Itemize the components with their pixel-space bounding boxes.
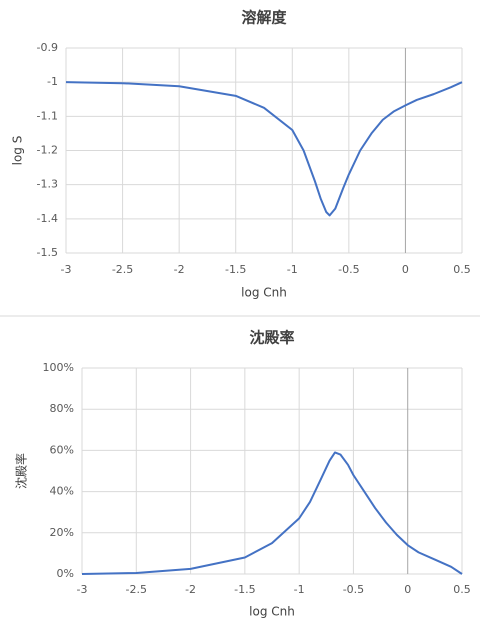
y-tick-label: -1.5 — [37, 246, 58, 259]
line-series — [65, 81, 463, 217]
chart-title: 沈殿率 — [249, 329, 294, 347]
chart-title: 溶解度 — [241, 9, 287, 27]
y-tick-label: 100% — [43, 361, 74, 374]
x-tick-label: -1.5 — [225, 263, 246, 276]
x-tick-label: -3 — [61, 263, 72, 276]
y-tick-label: -1.4 — [37, 212, 58, 225]
x-tick-label: 0 — [404, 583, 411, 596]
x-tick-label: -0.5 — [343, 583, 364, 596]
y-tick-label: -1 — [47, 75, 58, 88]
y-tick-label: 80% — [50, 402, 74, 415]
y-tick-label: -1.3 — [37, 178, 58, 191]
x-tick-label: -1 — [287, 263, 298, 276]
y-tick-label: 40% — [50, 485, 74, 498]
y-axis-title: log S — [11, 136, 25, 166]
x-tick-label: -0.5 — [338, 263, 359, 276]
x-tick-label: -3 — [77, 583, 88, 596]
x-tick-label: -1.5 — [234, 583, 255, 596]
x-tick-label: -2.5 — [126, 583, 147, 596]
x-axis-title: log Cnh — [241, 286, 287, 300]
y-axis-title: 沈殿率 — [14, 453, 29, 489]
line-series — [81, 451, 463, 575]
y-tick-label: -1.1 — [37, 109, 58, 122]
y-tick-label: -0.9 — [37, 41, 58, 54]
x-tick-label: -2.5 — [112, 263, 133, 276]
x-tick-label: 0 — [402, 263, 409, 276]
x-tick-label: -2 — [174, 263, 185, 276]
x-tick-label: 0.5 — [453, 263, 471, 276]
x-axis-title: log Cnh — [249, 605, 295, 619]
x-tick-label: -2 — [185, 583, 196, 596]
y-tick-label: -1.2 — [37, 144, 58, 157]
x-tick-label: 0.5 — [453, 583, 471, 596]
y-tick-label: 0% — [57, 567, 74, 580]
y-tick-label: 20% — [50, 526, 74, 539]
x-tick-label: -1 — [294, 583, 305, 596]
y-tick-label: 60% — [50, 443, 74, 456]
